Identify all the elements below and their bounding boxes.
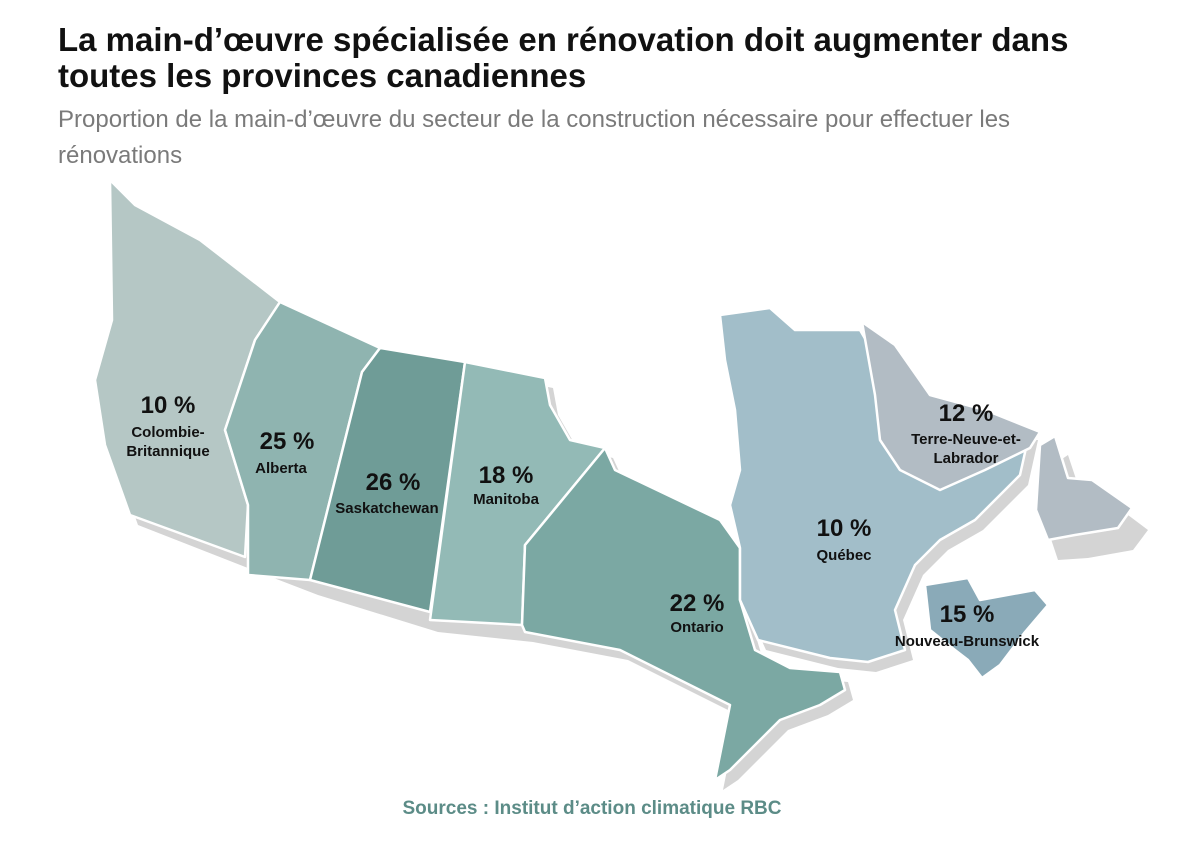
label-value: 26 %	[366, 469, 421, 496]
province-shapes	[93, 178, 1134, 782]
label-name: Alberta	[255, 460, 307, 477]
label-name: Saskatchewan	[335, 500, 438, 517]
province-terre-neuve-island	[1034, 434, 1134, 542]
label-name: Colombie-	[131, 424, 204, 441]
label-value: 10 %	[817, 515, 872, 542]
label-name: Québec	[816, 547, 871, 564]
label-value: 15 %	[940, 601, 995, 628]
label-name: Nouveau-Brunswick	[895, 633, 1040, 650]
label-name: Labrador	[933, 450, 998, 467]
province-terre-neuve-labrador-mainland	[860, 320, 1042, 492]
label-value: 25 %	[260, 428, 315, 455]
province-nouveau-brunswick	[923, 576, 1050, 680]
province-saskatchewan	[308, 346, 467, 614]
label-name: Britannique	[126, 443, 209, 460]
chart-title: La main-d’œuvre spécialisée en rénovatio…	[58, 21, 1069, 94]
label-name: Terre-Neuve-et-	[911, 431, 1021, 448]
label-name: Ontario	[670, 619, 723, 636]
label-value: 18 %	[479, 462, 534, 489]
label-name: Manitoba	[473, 491, 539, 508]
source-note: Sources : Institut d’action climatique R…	[402, 798, 782, 819]
province-labels: 10 % Colombie- Britannique 25 % Alberta …	[126, 392, 1039, 650]
chart-subtitle: Proportion de la main-d’œuvre du secteur…	[58, 106, 1011, 169]
label-value: 10 %	[141, 392, 196, 419]
label-value: 12 %	[939, 400, 994, 427]
label-value: 22 %	[670, 590, 725, 617]
